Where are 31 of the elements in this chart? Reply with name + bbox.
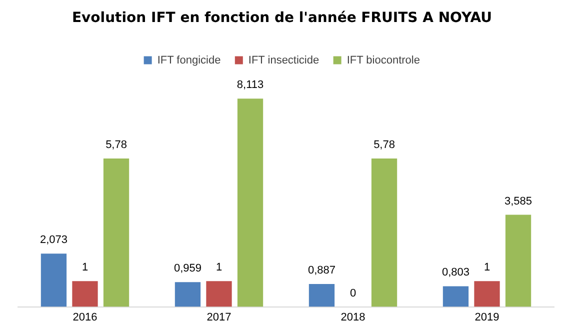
bar [308, 284, 335, 307]
bar [40, 254, 67, 307]
data-label: 0,803 [442, 266, 470, 279]
bar [371, 158, 398, 307]
data-label: 3,585 [504, 195, 532, 208]
data-label: 0 [350, 287, 356, 300]
data-label: 5,78 [106, 138, 127, 151]
data-label: 1 [484, 262, 490, 274]
data-label: 0,887 [308, 264, 336, 277]
x-tick-label: 2016 [72, 311, 98, 324]
bar [103, 158, 130, 307]
bar [505, 214, 532, 307]
data-label: 5,78 [374, 138, 395, 151]
legend-label: IFT insecticide [248, 54, 320, 66]
legend-label: IFT fongicide [157, 54, 221, 66]
data-label: 8,113 [236, 79, 264, 92]
data-label: 1 [82, 262, 88, 274]
chart-title: Evolution IFT en fonction de l'année FRUITS A NOYAU [72, 10, 492, 26]
data-label: 1 [216, 262, 222, 274]
bar [442, 286, 469, 307]
bar [72, 281, 98, 307]
bar [174, 282, 201, 307]
x-tick-label: 2017 [206, 311, 232, 324]
data-label: 2,073 [40, 234, 68, 246]
bar [474, 281, 500, 307]
bar [206, 281, 232, 307]
x-tick-label: 2019 [474, 311, 500, 324]
data-label: 0,959 [174, 262, 202, 275]
bar [237, 98, 264, 307]
legend-label: IFT biocontrole [346, 54, 420, 66]
x-tick-label: 2018 [340, 311, 366, 324]
